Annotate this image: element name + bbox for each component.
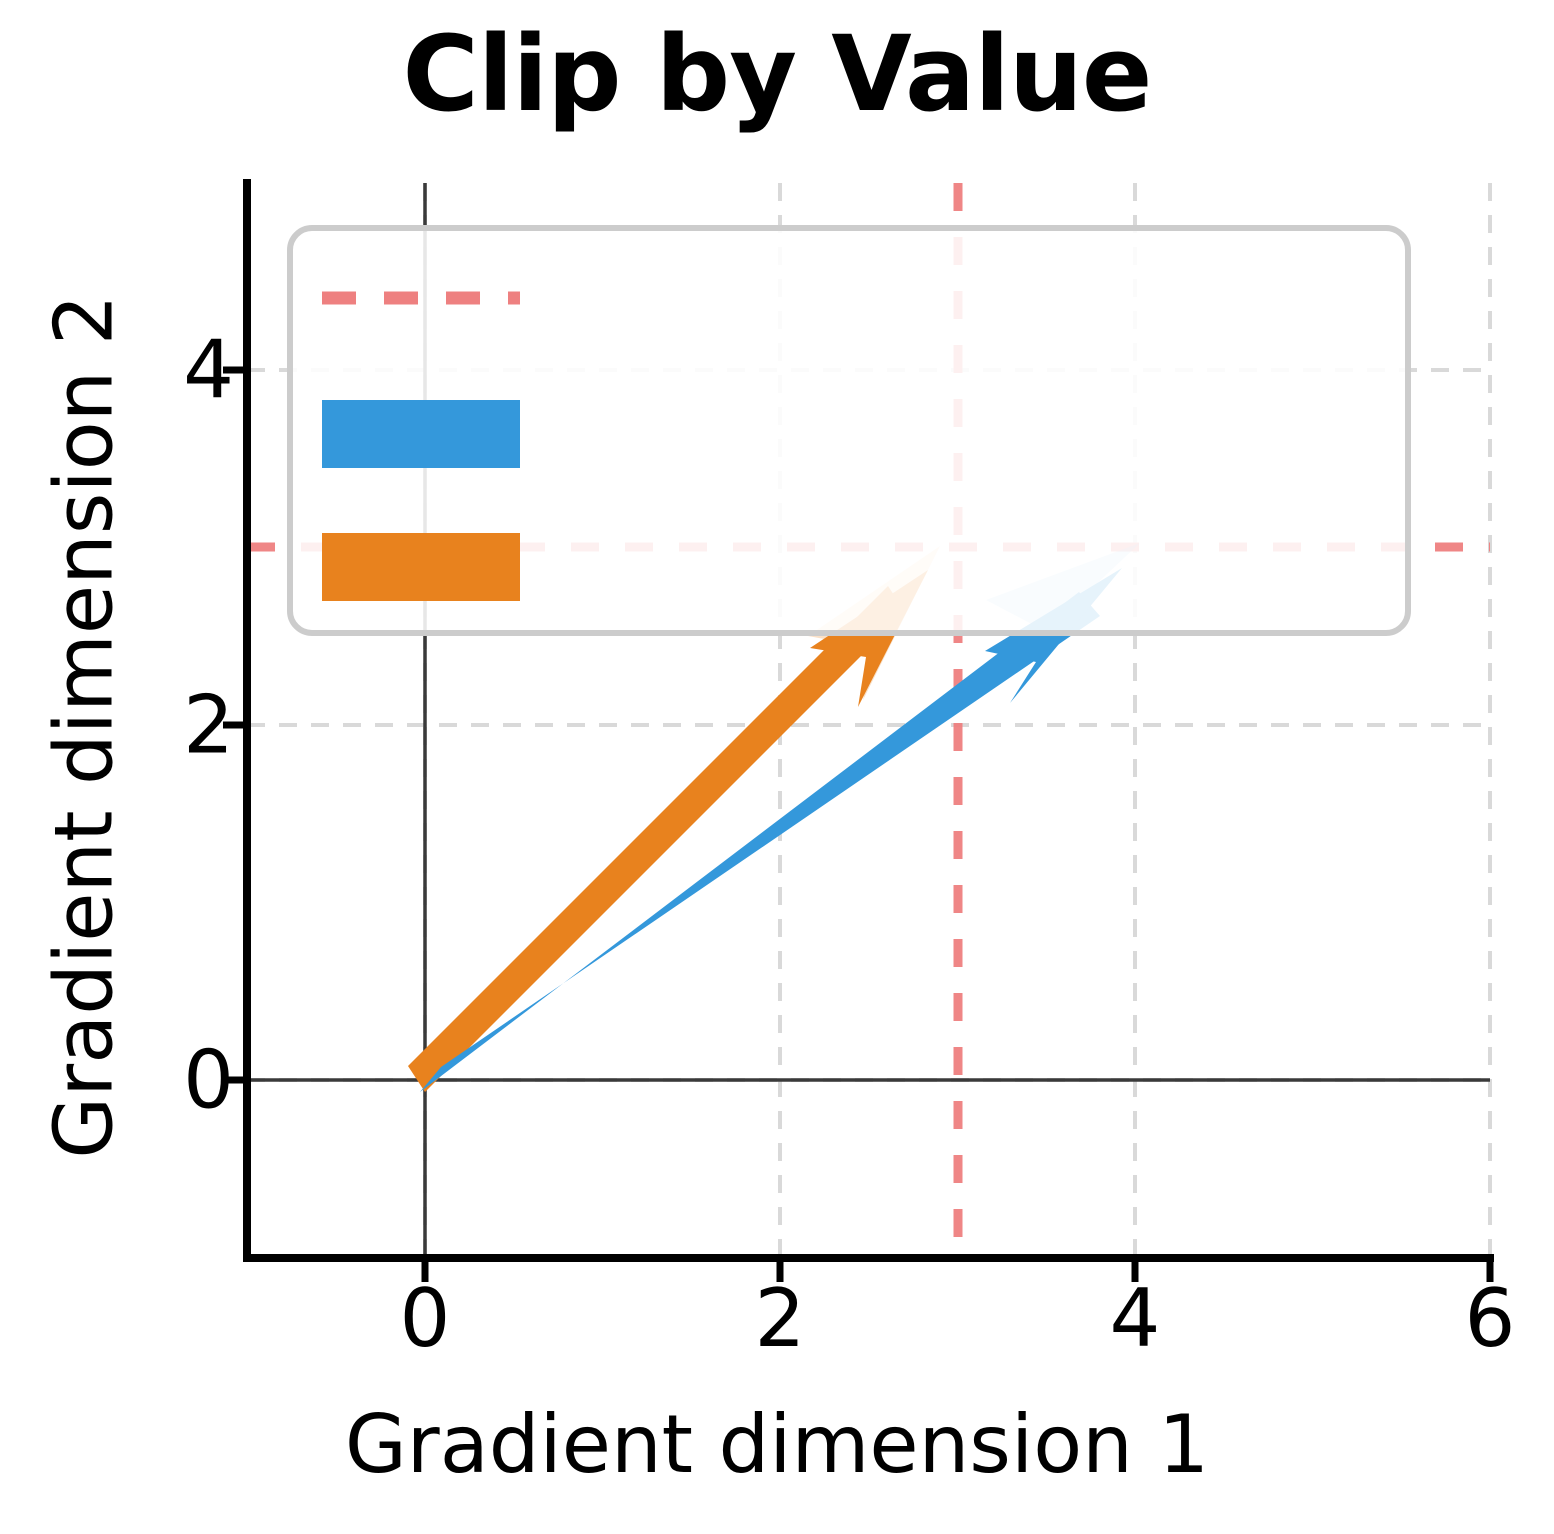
legend[interactable] (287, 225, 1411, 636)
arrow-original-shaft (420, 592, 1100, 1092)
x-tick-label-6: 6 (1464, 1272, 1516, 1365)
page-title: Clip by Value (402, 13, 1153, 135)
x-tick-label-2: 2 (754, 1272, 806, 1365)
x-tick-label-0: 0 (399, 1272, 451, 1365)
legend-swatch-clipped (322, 533, 520, 601)
arrow-clipped-shaft (408, 586, 905, 1092)
x-tick-label-4: 4 (1109, 1272, 1161, 1365)
legend-box[interactable] (287, 225, 1411, 636)
legend-swatch-original (322, 400, 520, 468)
x-axis-label: Gradient dimension 1 (344, 1398, 1210, 1491)
tick-marks (223, 366, 1494, 1282)
